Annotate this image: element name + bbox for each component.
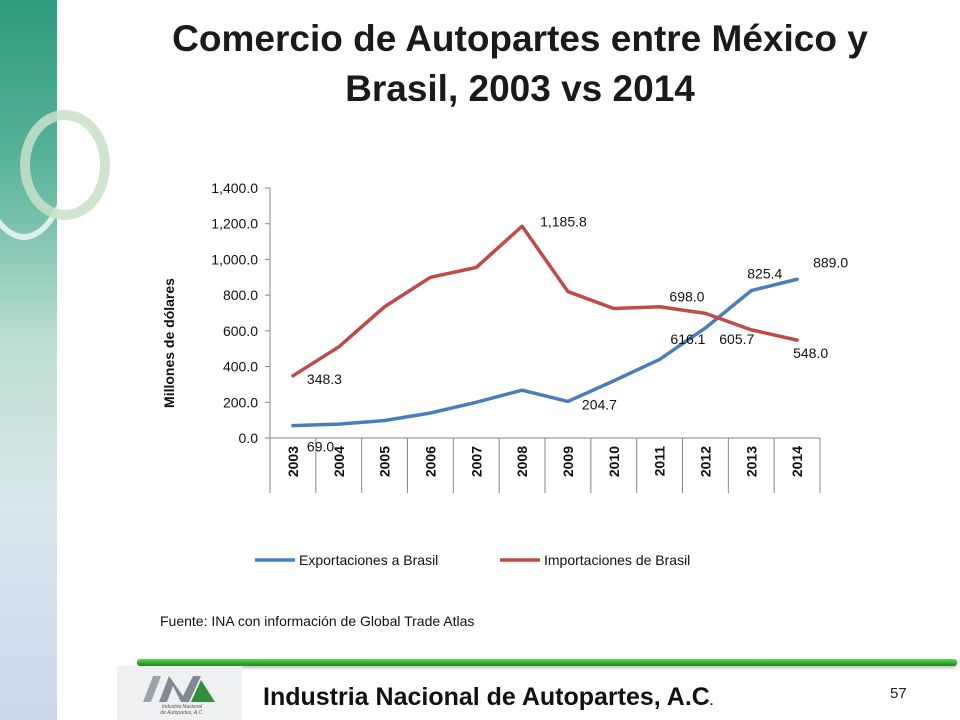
x-tick-label: 2008 [514,446,530,477]
data-point [566,399,570,403]
y-tick-label: 800.0 [223,287,258,303]
company-name-text: Industria Nacional de Autopartes, A.C [263,683,710,711]
data-label: 548.0 [793,345,828,361]
footer-divider [137,659,957,666]
data-point [291,424,295,428]
data-point [520,388,524,392]
data-point [795,338,799,342]
data-point [337,422,341,426]
x-tick-label: 2010 [606,446,622,477]
x-tick-label: 2007 [468,446,484,477]
data-point [658,357,662,361]
data-label: 1,185.8 [540,213,587,229]
data-point [474,265,478,269]
data-point [291,374,295,378]
y-tick-label: 1,200.0 [211,216,258,232]
data-point [428,411,432,415]
page-number: 57 [890,685,907,702]
data-label: 348.3 [307,371,342,387]
y-tick-label: 400.0 [223,359,258,375]
data-point [383,305,387,309]
company-name-dot: . [709,694,714,708]
y-tick-label: 600.0 [223,323,258,339]
series-line-exportaciones [291,277,799,428]
data-point [703,311,707,315]
x-tick-label: 2009 [560,446,576,477]
data-point [749,289,753,293]
decorative-ring [20,110,110,220]
x-tick-label: 2003 [285,446,301,477]
source-note: Fuente: INA con información de Global Tr… [160,613,475,629]
data-point [703,326,707,330]
company-logo: Industria Nacional de Autopartes, A.C. [117,666,242,720]
data-label: 69.0 [307,439,334,455]
data-point [520,224,524,228]
decorative-side-band [0,0,110,720]
data-point [658,305,662,309]
data-label: 616.1 [670,331,705,347]
data-point [612,307,616,311]
x-tick-label: 2006 [422,446,438,477]
data-label: 889.0 [813,254,848,270]
logo-caption: Industria Nacional de Autopartes, A.C. [160,704,204,716]
data-point [749,328,753,332]
ina-logo-icon [143,676,215,702]
x-tick-label: 2005 [377,446,393,477]
data-point [795,277,799,281]
line-chart: 0.0 200.0 400.0 600.0 800.0 1,000.0 1,200.0 1,4… [150,165,870,595]
x-tick-label: 2004 [331,446,347,477]
legend-label: Exportaciones a Brasil [299,552,438,568]
footer-company-name: Industria Nacional de Autopartes, A.C. [263,683,713,712]
data-label: 825.4 [747,266,782,282]
data-point [612,379,616,383]
y-axis-title: Millones de dólares [161,278,177,408]
y-tick-label: 1,000.0 [211,251,258,267]
series-line-importaciones [291,224,799,378]
y-tick-label: 1,400.0 [211,180,258,196]
data-point [428,275,432,279]
data-point [337,345,341,349]
x-tick-label: 2014 [789,446,805,477]
chart-svg: 0.0 200.0 400.0 600.0 800.0 1,000.0 1,200.0 1,4… [161,180,848,568]
y-tick-label: 0.0 [239,430,259,446]
data-point [474,400,478,404]
data-point [383,419,387,422]
data-label: 698.0 [669,288,704,304]
y-tick-label: 200.0 [223,394,258,410]
data-label: 204.7 [582,396,617,412]
legend-label: Importaciones de Brasil [544,552,690,568]
x-tick-label: 2011 [652,446,668,477]
slide-title: Comercio de Autopartes entre México y Br… [172,18,868,109]
data-point [566,290,570,294]
x-tick-label: 2013 [743,446,759,477]
data-label: 605.7 [719,331,754,347]
x-tick-label: 2012 [697,446,713,477]
